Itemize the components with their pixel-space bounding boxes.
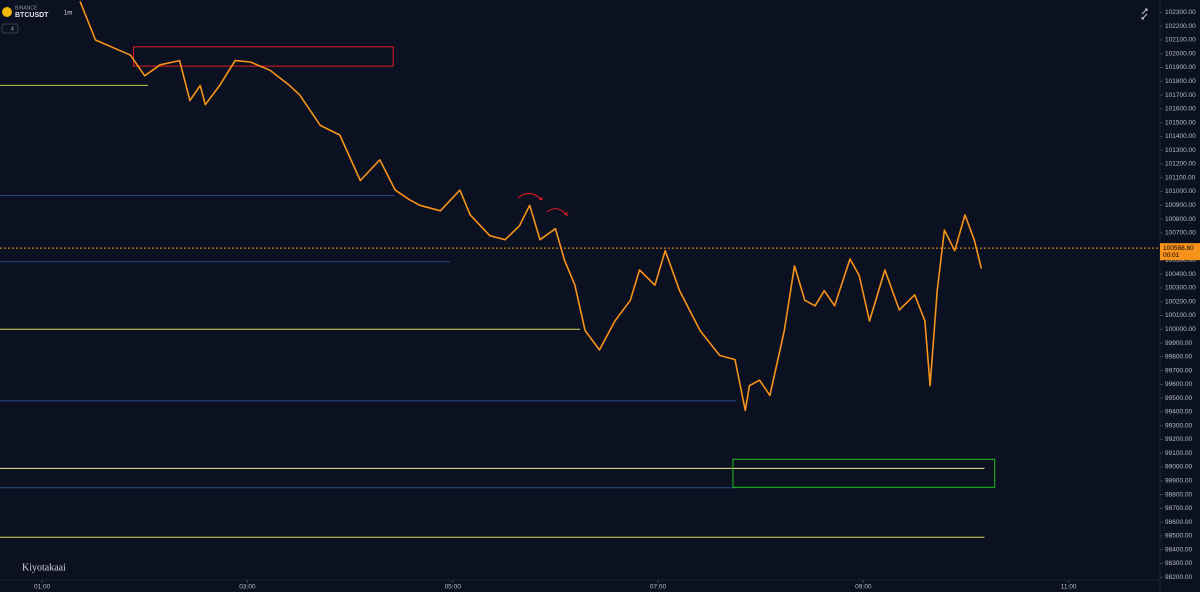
last-price-box [1160,243,1200,261]
y-tick-label: 100400.00 [1165,271,1196,278]
y-tick-label: 98500.00 [1165,533,1192,540]
y-tick-label: 101200.00 [1165,161,1196,168]
y-tick-label: 100200.00 [1165,298,1196,305]
y-tick-label: 101400.00 [1165,133,1196,140]
y-tick-label: 100500.00 [1165,257,1196,264]
y-tick-label: 101300.00 [1165,147,1196,154]
x-tick-label: 05:00 [445,584,462,591]
y-tick-label: 98200.00 [1165,574,1192,581]
y-tick-label: 99100.00 [1165,450,1192,457]
x-tick-label: 07:00 [650,584,667,591]
price-line [79,1,983,412]
exchange-icon [2,7,12,17]
y-tick-label: 101800.00 [1165,78,1196,85]
zone-box [132,46,394,67]
y-tick-label: 101000.00 [1165,188,1196,195]
y-tick-label: 101900.00 [1165,64,1196,71]
y-tick-label: 101700.00 [1165,92,1196,99]
y-tick-label: 98700.00 [1165,505,1192,512]
y-tick-label: 99500.00 [1165,395,1192,402]
y-tick-label: 98400.00 [1165,546,1192,553]
symbol: BTCUSDT [15,12,49,19]
x-tick-label: 11:00 [1061,584,1077,591]
y-tick-label: 100700.00 [1165,230,1196,237]
indicator-count: 4 [11,26,14,32]
y-tick-label: 100000.00 [1165,326,1196,333]
y-tick-label: 101500.00 [1165,119,1196,126]
y-tick-label: 99600.00 [1165,381,1192,388]
y-tick-label: 98900.00 [1165,478,1192,485]
y-tick-label: 98300.00 [1165,560,1192,567]
y-tick-label: 99000.00 [1165,464,1192,471]
y-tick-label: 99700.00 [1165,367,1192,374]
arrow-annotation [517,193,543,201]
y-tick-label: 102300.00 [1165,9,1196,16]
y-tick-label: 102200.00 [1165,23,1196,30]
y-tick-label: 102100.00 [1165,37,1196,44]
last-price-label: 100588.80 [1163,245,1194,252]
arrow-annotation [546,208,569,217]
y-tick-label: 100300.00 [1165,285,1196,292]
x-tick-label: 09:00 [855,584,872,591]
x-tick-label: 01:00 [34,584,51,591]
y-tick-label: 99300.00 [1165,422,1192,429]
watermark: Kiyotakaai [22,562,66,573]
y-tick-label: 100100.00 [1165,312,1196,319]
y-tick-label: 100900.00 [1165,202,1196,209]
y-tick-label: 98600.00 [1165,519,1192,526]
y-tick-label: 101100.00 [1165,174,1196,181]
y-tick-label: 98800.00 [1165,491,1192,498]
zone-box [732,458,996,488]
y-tick-label: 101600.00 [1165,106,1196,113]
x-tick-label: 03:00 [239,584,256,591]
exchange: BINANCE [15,5,38,11]
interval: 1m [64,11,72,17]
expand-icon[interactable] [1141,8,1148,20]
y-tick-label: 99400.00 [1165,409,1192,416]
y-tick-label: 102000.00 [1165,50,1196,57]
indicator-badge[interactable] [1,23,19,34]
y-tick-label: 99200.00 [1165,436,1192,443]
y-tick-label: 100800.00 [1165,216,1196,223]
countdown: 00:01 [1163,252,1180,259]
y-tick-label: 99900.00 [1165,340,1192,347]
y-tick-label: 99800.00 [1165,354,1192,361]
